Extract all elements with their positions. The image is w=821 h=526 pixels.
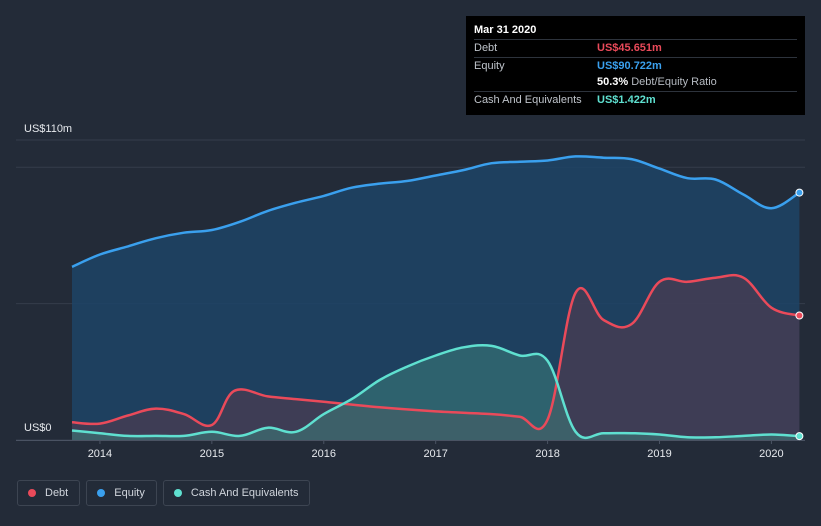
x-tick-label-2015: 2015 [200, 448, 224, 460]
debt-area [72, 275, 800, 440]
x-tick-label-2016: 2016 [312, 448, 336, 460]
tooltip-row-ratio: 50.3% Debt/Equity Ratio [474, 74, 797, 91]
x-tick-label-2020: 2020 [759, 448, 783, 460]
tooltip-equity-value: US$90.722m [597, 59, 662, 72]
x-axis-ticks: 2014 2015 2016 2017 2018 2019 2020 [88, 440, 784, 460]
x-tick-label-2019: 2019 [647, 448, 671, 460]
equity-line [71, 155, 801, 268]
cash-and-equivalents-area [72, 345, 800, 440]
debt-end-marker [795, 311, 804, 320]
tooltip-equity-label: Equity [474, 59, 505, 72]
equity-end-marker [795, 188, 804, 197]
x-tick-label-2014: 2014 [88, 448, 112, 460]
legend-debt-label: Debt [45, 487, 69, 499]
legend-debt[interactable]: Debt [17, 480, 81, 506]
y-axis-max-label: US$110m [24, 123, 73, 135]
end-markers [795, 188, 804, 441]
cash-and-equivalents-end-marker [795, 432, 804, 441]
tooltip-cash-value: US$1.422m [597, 93, 656, 106]
series-lines [71, 155, 801, 440]
legend-cash-dot [173, 489, 182, 497]
tooltip-cash-label: Cash And Equivalents [474, 93, 582, 106]
tooltip-ratio-caption: Debt/Equity Ratio [631, 76, 717, 89]
legend-cash[interactable]: Cash And Equivalents [162, 480, 311, 506]
tooltip-row-equity: Equity US$90.722m [474, 56, 797, 75]
legend-equity[interactable]: Equity [86, 480, 157, 506]
debt-line [71, 273, 800, 431]
tooltip-debt-value: US$45.651m [597, 42, 662, 55]
tooltip-date: Mar 31 2020 [474, 24, 537, 36]
x-tick-label-2017: 2017 [423, 448, 447, 460]
tooltip-row-debt: Debt US$45.651m [474, 39, 797, 57]
y-axis-min-label: US$0 [24, 422, 52, 434]
chart-legend: Debt Equity Cash And Equivalents [17, 480, 311, 506]
legend-equity-label: Equity [114, 487, 145, 499]
cash-and-equivalents-line [71, 343, 800, 440]
legend-debt-dot [28, 489, 36, 497]
tooltip-row-cash: Cash And Equivalents US$1.422m [474, 90, 797, 109]
series-areas [72, 156, 800, 440]
legend-cash-label: Cash And Equivalents [190, 487, 299, 499]
tooltip-debt-label: Debt [474, 42, 498, 55]
x-tick-label-2018: 2018 [535, 448, 559, 460]
data-tooltip: Mar 31 2020 Debt US$45.651m Equity US$90… [466, 16, 805, 115]
legend-equity-dot [97, 489, 106, 497]
tooltip-ratio-value: 50.3% [597, 76, 629, 89]
